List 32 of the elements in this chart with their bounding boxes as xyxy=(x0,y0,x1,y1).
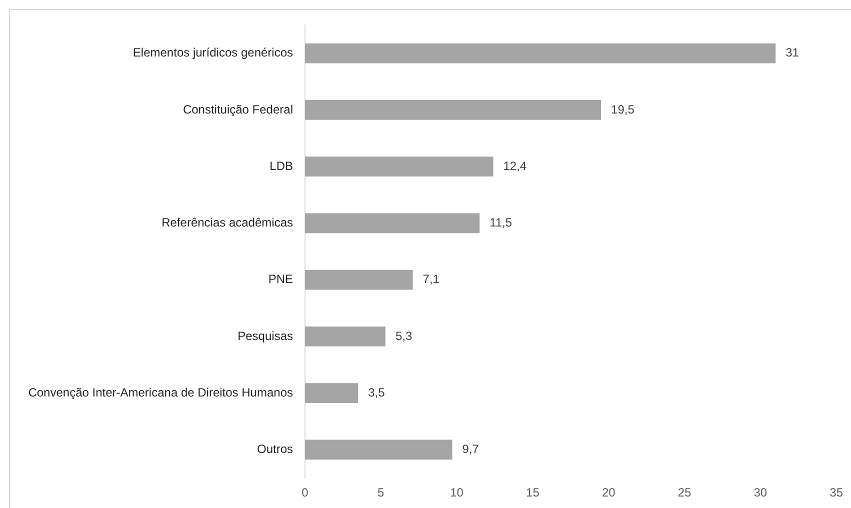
data-label: 11,5 xyxy=(490,216,512,230)
bar xyxy=(305,100,602,120)
bar xyxy=(305,270,413,290)
bar xyxy=(305,213,480,234)
x-tick-label: 10 xyxy=(450,486,464,500)
x-tick-label: 20 xyxy=(602,486,616,500)
y-tick-label: LDB xyxy=(270,158,293,173)
bar xyxy=(305,43,776,64)
x-tick-label: 15 xyxy=(526,486,540,500)
y-tick-label: Referências acadêmicas xyxy=(162,216,293,230)
x-tick-label: 30 xyxy=(754,486,768,500)
x-tick-label: 5 xyxy=(378,486,385,500)
data-label: 12,4 xyxy=(503,158,527,173)
y-tick-label: Pesquisas xyxy=(238,328,293,343)
y-tick-label: Constituição Federal xyxy=(182,102,293,116)
y-tick-label: Convenção Inter-Americana de Direitos Humanos xyxy=(28,385,293,400)
bar xyxy=(305,326,386,346)
y-tick-label: Outros xyxy=(256,442,293,456)
data-label: 9,7 xyxy=(462,442,480,456)
data-label: 7,1 xyxy=(422,272,440,286)
y-tick-label: PNE xyxy=(268,272,293,286)
data-label: 5,3 xyxy=(395,328,412,343)
bar xyxy=(305,440,452,460)
bar xyxy=(305,383,358,403)
data-label: 31 xyxy=(786,46,800,60)
x-tick-label: 25 xyxy=(678,486,692,500)
data-label: 19,5 xyxy=(611,102,635,116)
x-tick-label: 0 xyxy=(302,486,309,500)
x-tick-label: 35 xyxy=(830,486,844,500)
y-tick-label: Elementos jurídicos genéricos xyxy=(132,46,293,60)
bar xyxy=(305,156,494,176)
data-label: 3,5 xyxy=(368,385,386,400)
